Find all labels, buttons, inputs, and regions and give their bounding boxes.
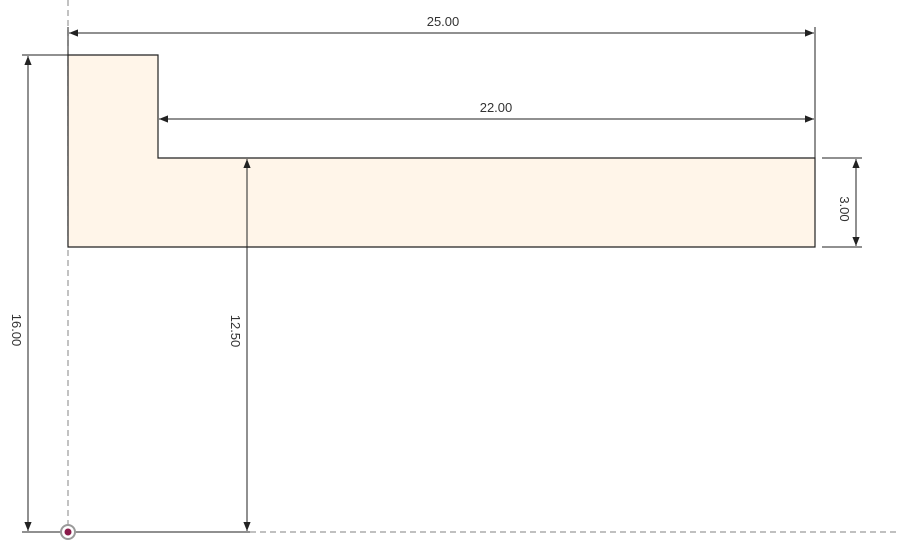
dimension-offset-height[interactable]: 12.50 <box>228 159 251 531</box>
dimension-overall-width[interactable]: 25.00 <box>69 14 814 37</box>
origin-point[interactable] <box>60 524 76 540</box>
dimension-label-overall-width: 25.00 <box>427 14 460 29</box>
dimension-label-inner-width: 22.00 <box>480 100 513 115</box>
dimension-label-overall-height: 16.00 <box>9 314 24 347</box>
dimension-inner-width[interactable]: 22.00 <box>159 100 814 123</box>
dimension-label-offset-height: 12.50 <box>228 315 243 348</box>
l-profile-shape[interactable] <box>67 54 816 248</box>
dimension-flange-thickness[interactable]: 3.00 <box>837 159 860 246</box>
origin-dot <box>64 528 72 536</box>
dimension-overall-height[interactable]: 16.00 <box>9 56 32 531</box>
dimension-label-flange-thickness: 3.00 <box>837 196 852 221</box>
